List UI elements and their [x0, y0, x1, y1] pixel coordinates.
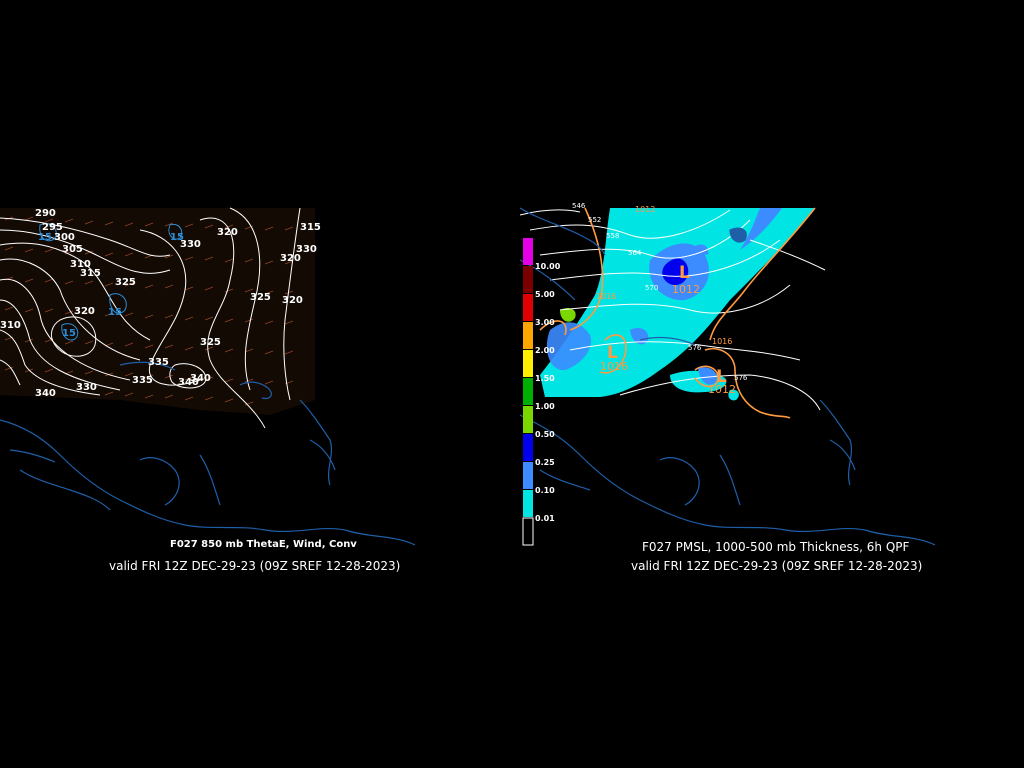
- isobar-label: 1016: [600, 360, 628, 373]
- thetae-label: 330: [296, 244, 317, 255]
- qpf-legend-swatch: [523, 490, 533, 517]
- thetae-label: 325: [115, 277, 136, 288]
- low-pressure-center: L: [607, 343, 618, 363]
- thetae-label: 325: [250, 292, 271, 303]
- qpf-legend-swatch: [523, 378, 533, 405]
- convergence-label: 15: [170, 232, 184, 243]
- thetae-label: 330: [180, 239, 201, 250]
- thetae-map: 290 295 300 305 310 315 320 325 330 335 …: [0, 207, 416, 546]
- coastlines: [519, 207, 936, 546]
- thetae-label: 335: [132, 375, 153, 386]
- qpf-legend-label: 3.00: [535, 318, 555, 327]
- qpf-legend-swatch: [523, 266, 533, 293]
- qpf-legend-swatch: [523, 434, 533, 461]
- qpf-legend-label: 5.00: [535, 290, 555, 299]
- left-panel-valid-time: valid FRI 12Z DEC-29-23 (09Z SREF 12-28-…: [109, 559, 401, 573]
- right-panel-title: F027 PMSL, 1000-500 mb Thickness, 6h QPF: [642, 540, 910, 554]
- right-panel-valid-time: valid FRI 12Z DEC-29-23 (09Z SREF 12-28-…: [631, 559, 923, 573]
- low-pressure-center: L: [716, 367, 727, 387]
- qpf-legend-swatch: [522, 517, 534, 546]
- thickness-label: 558: [606, 232, 619, 240]
- thetae-label: 315: [80, 268, 101, 279]
- thetae-label: 320: [217, 227, 238, 238]
- convergence-label: 15: [108, 307, 122, 318]
- thetae-label: 340: [178, 377, 199, 388]
- qpf-legend-label: 0.01: [535, 514, 555, 523]
- qpf-legend-swatch: [523, 350, 533, 377]
- qpf-legend-label: 1.50: [535, 374, 555, 383]
- qpf-legend-label: 10.00: [535, 262, 561, 271]
- isobars: [539, 207, 816, 419]
- convergence-label: 15: [38, 232, 52, 243]
- qpf-legend: 10.00 5.00 3.00 2.00 1.50 1.00 0.50 0.25…: [522, 238, 561, 546]
- qpf-legend-label: 0.10: [535, 486, 555, 495]
- thetae-label: 310: [0, 320, 21, 331]
- thickness-label: 576: [734, 374, 748, 382]
- thetae-label: 320: [282, 295, 303, 306]
- isobar-label: 1012: [635, 205, 655, 214]
- thetae-label: 335: [148, 357, 169, 368]
- thetae-label: 295: [42, 222, 63, 233]
- thetae-label: 315: [300, 222, 321, 233]
- thetae-label: 340: [35, 388, 56, 399]
- thetae-label: 325: [200, 337, 221, 348]
- qpf-legend-swatch: [523, 294, 533, 321]
- thetae-label: 300: [54, 232, 75, 243]
- isobar-label: 1016: [596, 292, 616, 301]
- qpf-legend-swatch: [523, 238, 533, 265]
- low-pressure-center: L: [679, 263, 690, 283]
- qpf-legend-swatch: [523, 406, 533, 433]
- qpf-legend-swatch: [523, 322, 533, 349]
- left-panel-title: F027 850 mb ThetaE, Wind, Conv: [170, 539, 357, 550]
- thickness-label: 570: [645, 284, 658, 292]
- thetae-labels: 290 295 300 305 310 315 320 325 330 335 …: [0, 208, 321, 399]
- qpf-legend-label: 2.00: [535, 346, 555, 355]
- low-pressure-markers: L L L: [607, 263, 727, 387]
- thetae-contours: [0, 207, 301, 429]
- qpf-legend-label: 1.00: [535, 402, 555, 411]
- convergence-label: 15: [62, 328, 76, 339]
- thickness-label: 576: [688, 344, 702, 352]
- thickness-label: 546: [572, 202, 586, 210]
- thickness-labels: 546 552 558 564 570 576 576: [572, 202, 748, 382]
- convergence-labels: 15 15 15 15: [38, 232, 184, 339]
- thetae-label: 320: [280, 253, 301, 264]
- thickness-label: 564: [628, 249, 642, 257]
- qpf-legend-label: 0.25: [535, 458, 555, 467]
- thetae-label: 310: [70, 259, 91, 270]
- isobar-label: 1012: [672, 283, 700, 296]
- thetae-label: 290: [35, 208, 56, 219]
- thickness-label: 552: [588, 216, 601, 224]
- qpf-legend-label: 0.50: [535, 430, 555, 439]
- thetae-label: 340: [190, 373, 211, 384]
- convergence-contours: [39, 223, 183, 341]
- isobar-label: 1012: [708, 383, 736, 396]
- qpf-legend-swatch: [523, 462, 533, 489]
- qpf-shading: [540, 208, 815, 401]
- thetae-label: 305: [62, 244, 83, 255]
- thickness-contours: [519, 209, 826, 411]
- thetae-map-panel: 290 295 300 305 310 315 320 325 330 335 …: [0, 200, 420, 550]
- coastlines: [0, 361, 416, 546]
- pmsl-qpf-map-panel: 10.00 5.00 3.00 2.00 1.50 1.00 0.50 0.25…: [519, 200, 940, 550]
- thetae-label: 320: [74, 306, 95, 317]
- isobar-labels: 1012 1016 1016 1012 1016 1012: [596, 205, 736, 396]
- pmsl-qpf-map: 10.00 5.00 3.00 2.00 1.50 1.00 0.50 0.25…: [519, 202, 936, 546]
- isobar-label: 1016: [712, 337, 732, 346]
- thetae-label: 330: [76, 382, 97, 393]
